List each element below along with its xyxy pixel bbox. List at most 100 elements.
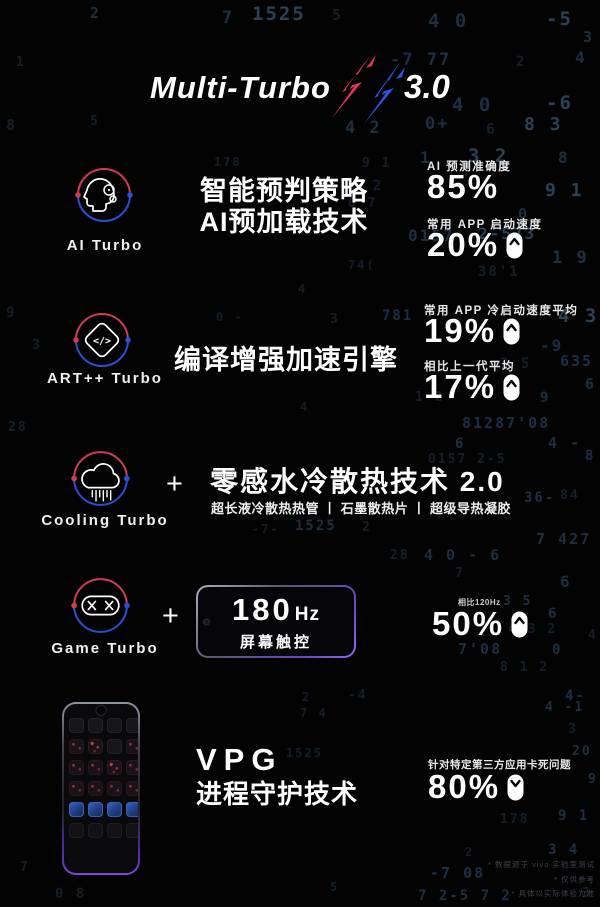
app-icon-grid [69,718,138,838]
up-arrow-icon [503,374,520,401]
down-arrow-icon [507,774,524,801]
background-digit: 9 [540,390,551,406]
background-digit: 3 [583,28,595,46]
ai-stat1-label: AI 预测准确度 [427,161,512,173]
background-digit: 1 2 [415,390,445,405]
background-digit: 1 [16,55,26,70]
background-digit: 0+ [425,114,450,134]
background-digit: 3 [230,352,240,366]
plus-sign: + [166,468,183,500]
footnotes: * 数据源于 vivo 实验室测试 * 仅供参考 * 具体以实际体验为准 [488,858,595,902]
cooling-turbo-label: Cooling Turbo [41,512,169,529]
water-cooling-cloud-icon [71,451,130,506]
background-digit: 1525 [286,746,323,760]
background-digit: 9 1 [558,808,590,824]
background-digit: 6 [560,572,572,591]
dual-lightning-logo [332,55,405,124]
background-digit: 4 2 [345,118,382,138]
background-digit: 7 4 [300,706,328,720]
art-stat2-label: 相比上一代平均 [424,361,515,373]
background-digit: 3 4 [548,842,580,858]
background-digit: 38'1 [478,264,520,280]
app-icon-tile [69,823,84,838]
background-digit: 9 1 [362,156,392,171]
app-icon-tile [69,781,84,796]
background-digit: 8 3 [524,114,563,135]
background-digit: 6 [585,375,597,393]
up-arrow-icon [511,611,528,638]
background-digit: 7 [222,8,235,28]
background-digit: 4 [575,48,587,67]
app-icon-tile [107,823,122,838]
game-stat-value: 50% [432,605,528,642]
ai-turbo-label: AI Turbo [66,237,144,254]
background-digit: 0 - [216,310,244,324]
background-digit: 81287'08 [462,414,551,432]
cooling-subtext: 超长液冷散热热管 丨 石墨散热片 丨 超级导热凝胶 [211,501,511,516]
footnote-line: * 仅供参考 [553,874,595,884]
background-digit: 74( [348,258,376,272]
app-icon-tile [88,802,103,817]
background-digit: 5 [330,880,340,894]
background-digit: 3 5 [500,356,532,372]
app-icon-tile [107,718,122,733]
background-digit: 3 2 [352,178,384,194]
cooling-heading: 零感水冷散热技术 2.0 [210,466,505,497]
version-label: 3.0 [404,68,450,105]
background-digit: 0 [552,642,563,658]
portrait-phone-mockup [62,702,140,875]
app-icon-tile [107,781,122,796]
background-digit: 28 [390,548,410,563]
background-digit: -9 [540,336,564,355]
background-digit: 178 [214,155,242,169]
code-diamond-icon: </> [73,313,131,367]
background-digit: 0 [518,205,530,223]
art-stat1-value: 19% [424,312,520,349]
background-digit: 3 [568,722,578,737]
app-icon-tile [88,823,103,838]
background-digit: 3 [330,312,340,327]
background-digit: 178 [500,812,530,827]
touch-sampling-caption: 屏幕触控 [239,633,312,651]
background-digit: 5 [90,114,100,129]
background-digit: 3 [582,886,592,901]
app-icon-tile [88,781,103,796]
landscape-phone-mockup: 180 Hz 屏幕触控 [196,585,356,658]
background-digit: 0 7 [348,196,378,211]
vpg-title: VPG [196,742,283,777]
background-digit: 2 [90,4,102,22]
background-digit: 9 [588,772,598,787]
app-icon-tile [107,802,122,817]
background-digit: 3 5 [503,594,533,609]
background-digit: -4 [348,688,368,703]
app-icon-tile [107,739,122,754]
art-stat1-label: 常用 APP 冷启动速度平均 [424,305,579,317]
background-digit: 1525 [252,3,306,25]
background-digit: 7 2-5 7 2 [418,888,512,904]
background-digit: 4 0 [428,10,469,32]
background-digit: 4 - [548,434,582,452]
app-icon-tile [126,781,138,796]
background-digit: 8 1 2 [500,660,550,675]
camera-notch-icon [203,618,210,625]
ai-stat2-value: 20% [427,226,523,263]
background-digit: 4 [300,400,310,414]
background-digit: 4- [565,688,586,704]
ai-stat2-label: 常用 APP 启动速度 [427,219,543,231]
art-turbo-label: ART++ Turbo [47,370,163,387]
vpg-stat-label: 针对特定第三方应用卡死问题 [428,759,571,771]
background-digit: 6 [486,120,498,138]
background-digit: 781 [382,308,414,324]
app-icon-tile [107,760,122,775]
app-icon-tile [88,718,103,733]
vpg-subtitle: 进程守护技术 [196,779,359,809]
background-digit: 6 [455,436,466,452]
background-digit: 9 1 [545,180,584,201]
gamepad-icon [71,578,130,633]
background-digit: 6 [548,606,559,622]
background-digit: 1 [420,148,432,167]
background-digit: 2 [302,690,312,704]
vpg-stat-value: 80% [428,768,524,805]
page-title: Multi-Turbo [150,70,331,105]
